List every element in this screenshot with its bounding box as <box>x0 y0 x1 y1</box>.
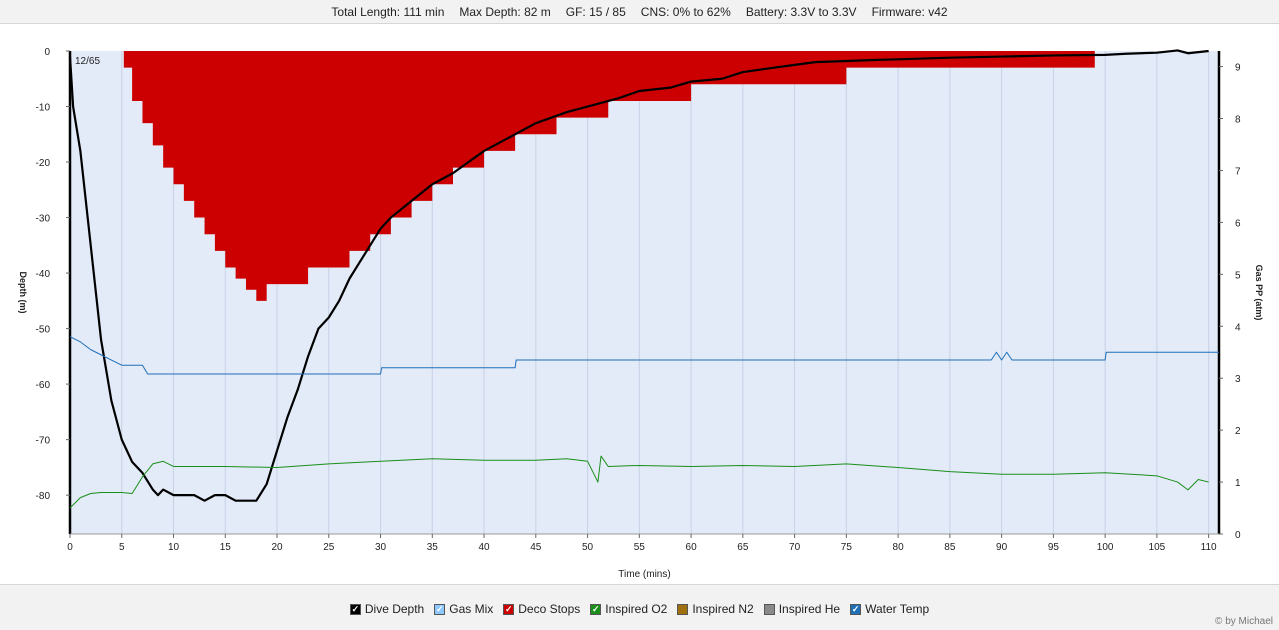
x-tick-label: 95 <box>1048 542 1060 553</box>
total-length: Total Length: 111 min <box>331 4 445 19</box>
legend-item-inspired-o2[interactable]: ✓ Inspired O2 <box>590 602 667 616</box>
x-tick-label: 80 <box>893 542 905 553</box>
x-tick-label: 105 <box>1149 542 1166 553</box>
x-tick-label: 5 <box>119 542 125 553</box>
x-tick-label: 50 <box>582 542 594 553</box>
inspired-o2-line <box>69 455 1209 509</box>
legend-checkbox[interactable]: ✓ <box>434 603 446 615</box>
legend-label: Gas Mix <box>449 602 494 616</box>
dive-summary-bar: Total Length: 111 min Max Depth: 82 m GF… <box>0 0 1279 24</box>
y-tick-label: -10 <box>36 103 51 114</box>
legend-bar <box>0 584 1279 630</box>
legend-checkbox[interactable]: ✓ <box>503 603 515 615</box>
chart-legend: ✓ Dive Depth ✓ Gas Mix ✓ Deco Stops ✓ Inspired … <box>0 596 1279 622</box>
legend-item-inspired-n2[interactable]: Inspired N2 <box>677 602 754 616</box>
y-tick-label: -40 <box>36 269 51 280</box>
x-tick-label: 20 <box>271 542 283 553</box>
x-tick-label: 65 <box>737 542 749 553</box>
legend-checkbox[interactable]: ✓ <box>349 603 361 615</box>
x-tick-label: 35 <box>427 542 439 553</box>
x-tick-label: 75 <box>841 542 853 553</box>
y-tick-label: -70 <box>36 436 51 447</box>
y2-tick-label: 5 <box>1235 270 1241 281</box>
y2-tick-label: 2 <box>1235 426 1241 437</box>
credit-text: © by Michael <box>1215 616 1273 627</box>
legend-item-deco-stops[interactable]: ✓ Deco Stops <box>503 602 580 616</box>
deco-stops-area <box>123 51 1095 301</box>
y2-tick-label: 3 <box>1235 374 1241 385</box>
y-tick-label: 0 <box>44 47 50 58</box>
x-tick-label: 0 <box>67 542 73 553</box>
x-tick-label: 110 <box>1201 542 1217 553</box>
legend-label: Water Temp <box>865 602 930 616</box>
x-tick-label: 100 <box>1097 542 1114 553</box>
legend-item-water-temp[interactable]: ✓ Water Temp <box>850 602 929 616</box>
y2-tick-label: 9 <box>1235 63 1241 74</box>
y-axis-label: Depth (m) <box>18 272 28 314</box>
dive-depth-line <box>68 49 1209 502</box>
y2-tick-label: 6 <box>1235 218 1241 229</box>
y-tick-label: -30 <box>36 214 51 225</box>
y-tick-label: -80 <box>36 491 51 502</box>
x-tick-label: 85 <box>944 542 956 553</box>
x-tick-label: 10 <box>168 542 180 553</box>
battery-range: Battery: 3.3V to 3.3V <box>745 4 857 19</box>
x-tick-label: 60 <box>686 542 698 553</box>
legend-label: Inspired He <box>778 602 841 616</box>
water-temp-line <box>69 336 1219 375</box>
legend-checkbox[interactable]: ✓ <box>850 603 862 615</box>
x-tick-label: 15 <box>220 542 232 553</box>
gradient-annotation: 12/65 <box>75 56 100 67</box>
legend-label: Deco Stops <box>518 602 581 616</box>
y2-tick-label: 4 <box>1235 322 1241 333</box>
y-tick-label: -60 <box>36 380 51 391</box>
legend-checkbox[interactable] <box>763 603 775 615</box>
max-depth: Max Depth: 82 m <box>459 4 551 19</box>
legend-item-gas-mix[interactable]: ✓ Gas Mix <box>434 602 493 616</box>
y2-tick-label: 0 <box>1235 530 1241 541</box>
x-tick-label: 30 <box>375 542 387 553</box>
x-tick-label: 55 <box>634 542 646 553</box>
y-tick-label: -50 <box>36 325 51 336</box>
x-tick-label: 40 <box>478 542 490 553</box>
x-tick-label: 70 <box>789 542 801 553</box>
legend-item-dive-depth[interactable]: ✓ Dive Depth <box>349 602 425 616</box>
gradient-factors: GF: 15 / 85 <box>565 4 626 19</box>
legend-item-inspired-he[interactable]: Inspired He <box>763 602 841 616</box>
legend-label: Inspired N2 <box>692 602 754 616</box>
y2-tick-label: 7 <box>1235 166 1241 177</box>
legend-checkbox[interactable] <box>677 603 689 615</box>
x-tick-label: 90 <box>996 542 1008 553</box>
firmware-version: Firmware: v42 <box>871 4 948 19</box>
y2-axis-label: Gas PP (atm) <box>1254 265 1264 321</box>
y2-tick-label: 1 <box>1235 478 1241 489</box>
y2-tick-label: 8 <box>1235 115 1241 126</box>
cns-range: CNS: 0% to 62% <box>640 4 731 19</box>
x-axis-label: Time (mins) <box>618 569 670 580</box>
legend-label: Dive Depth <box>364 602 425 616</box>
x-tick-label: 25 <box>323 542 335 553</box>
legend-label: Inspired O2 <box>605 602 668 616</box>
y-tick-label: -20 <box>36 158 51 169</box>
x-tick-label: 45 <box>530 542 542 553</box>
legend-checkbox[interactable]: ✓ <box>590 603 602 615</box>
